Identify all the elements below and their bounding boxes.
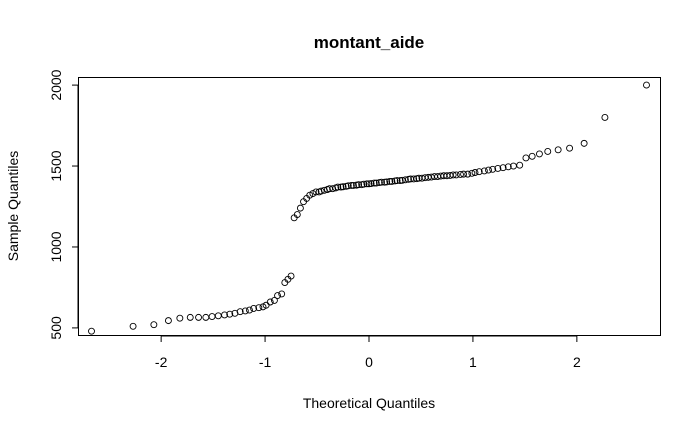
data-point xyxy=(274,292,281,299)
data-point xyxy=(554,146,562,154)
y-axis-label: Sample Quantiles xyxy=(5,151,21,262)
data-point xyxy=(164,317,172,325)
data-point xyxy=(580,139,588,147)
data-point xyxy=(355,181,363,189)
data-point xyxy=(347,182,355,189)
data-point xyxy=(393,177,401,185)
data-point xyxy=(317,187,325,195)
data-point xyxy=(468,169,476,177)
data-point xyxy=(643,81,650,89)
data-point xyxy=(287,272,295,280)
data-point xyxy=(460,170,468,178)
chart-title: montant_aide xyxy=(314,33,425,52)
data-point xyxy=(386,177,394,185)
data-point xyxy=(255,304,263,312)
data-point xyxy=(195,313,203,321)
data-point xyxy=(528,152,536,160)
data-point xyxy=(360,180,368,188)
y-tick-label: 2000 xyxy=(48,69,64,100)
data-point xyxy=(499,164,507,172)
x-tick-label: 0 xyxy=(365,354,373,370)
data-point xyxy=(250,305,258,312)
data-point xyxy=(516,161,524,169)
data-point xyxy=(344,182,352,190)
data-point xyxy=(129,322,137,330)
data-point xyxy=(312,188,320,196)
data-point xyxy=(522,154,530,162)
y-tick-label: 1000 xyxy=(48,231,64,262)
data-point xyxy=(370,179,378,187)
data-point xyxy=(401,176,409,184)
data-point xyxy=(464,170,472,178)
data-point xyxy=(367,180,375,187)
data-point xyxy=(186,313,194,321)
y-tick-label: 500 xyxy=(48,316,64,340)
data-point xyxy=(226,310,234,318)
data-point xyxy=(485,166,492,174)
data-point xyxy=(475,168,483,176)
data-point xyxy=(504,163,512,171)
data-point xyxy=(383,178,391,186)
data-point xyxy=(266,298,274,306)
data-point xyxy=(334,183,342,191)
data-point xyxy=(535,150,543,158)
data-point xyxy=(246,306,253,314)
x-tick-label: 2 xyxy=(573,354,581,370)
data-point xyxy=(208,313,216,321)
data-point xyxy=(372,179,380,187)
data-point xyxy=(349,182,357,189)
data-point xyxy=(378,178,385,186)
data-point xyxy=(176,314,184,322)
data-point xyxy=(241,307,249,315)
data-point xyxy=(296,204,304,212)
data-point xyxy=(449,171,457,179)
data-points xyxy=(88,81,650,335)
data-point xyxy=(566,144,574,152)
data-point xyxy=(489,165,497,173)
data-point xyxy=(410,175,418,183)
data-point xyxy=(494,165,502,172)
data-point xyxy=(544,148,552,155)
data-point xyxy=(214,312,222,320)
data-point xyxy=(480,167,488,175)
plot-frame xyxy=(78,77,661,336)
data-point xyxy=(339,183,347,191)
y-tick-label: 1500 xyxy=(48,150,64,181)
data-point xyxy=(457,170,464,178)
data-point xyxy=(388,177,396,185)
y-axis: 500 1000 1500 2000 xyxy=(48,69,78,340)
x-axis-label: Theoretical Quantiles xyxy=(303,395,435,411)
data-point xyxy=(293,211,301,219)
data-point xyxy=(278,290,286,298)
data-point xyxy=(270,296,278,304)
data-point xyxy=(150,321,158,329)
x-tick-label: 1 xyxy=(469,354,477,370)
data-point xyxy=(363,180,371,188)
x-axis: -2 -1 0 1 2 xyxy=(155,336,581,370)
x-tick-label: -2 xyxy=(155,354,168,370)
data-point xyxy=(236,308,244,316)
data-point xyxy=(601,114,609,121)
data-point xyxy=(202,313,210,321)
data-point xyxy=(221,311,228,319)
data-point xyxy=(452,171,460,179)
x-tick-label: -1 xyxy=(259,354,272,370)
data-point xyxy=(471,169,479,176)
data-point xyxy=(88,327,95,335)
